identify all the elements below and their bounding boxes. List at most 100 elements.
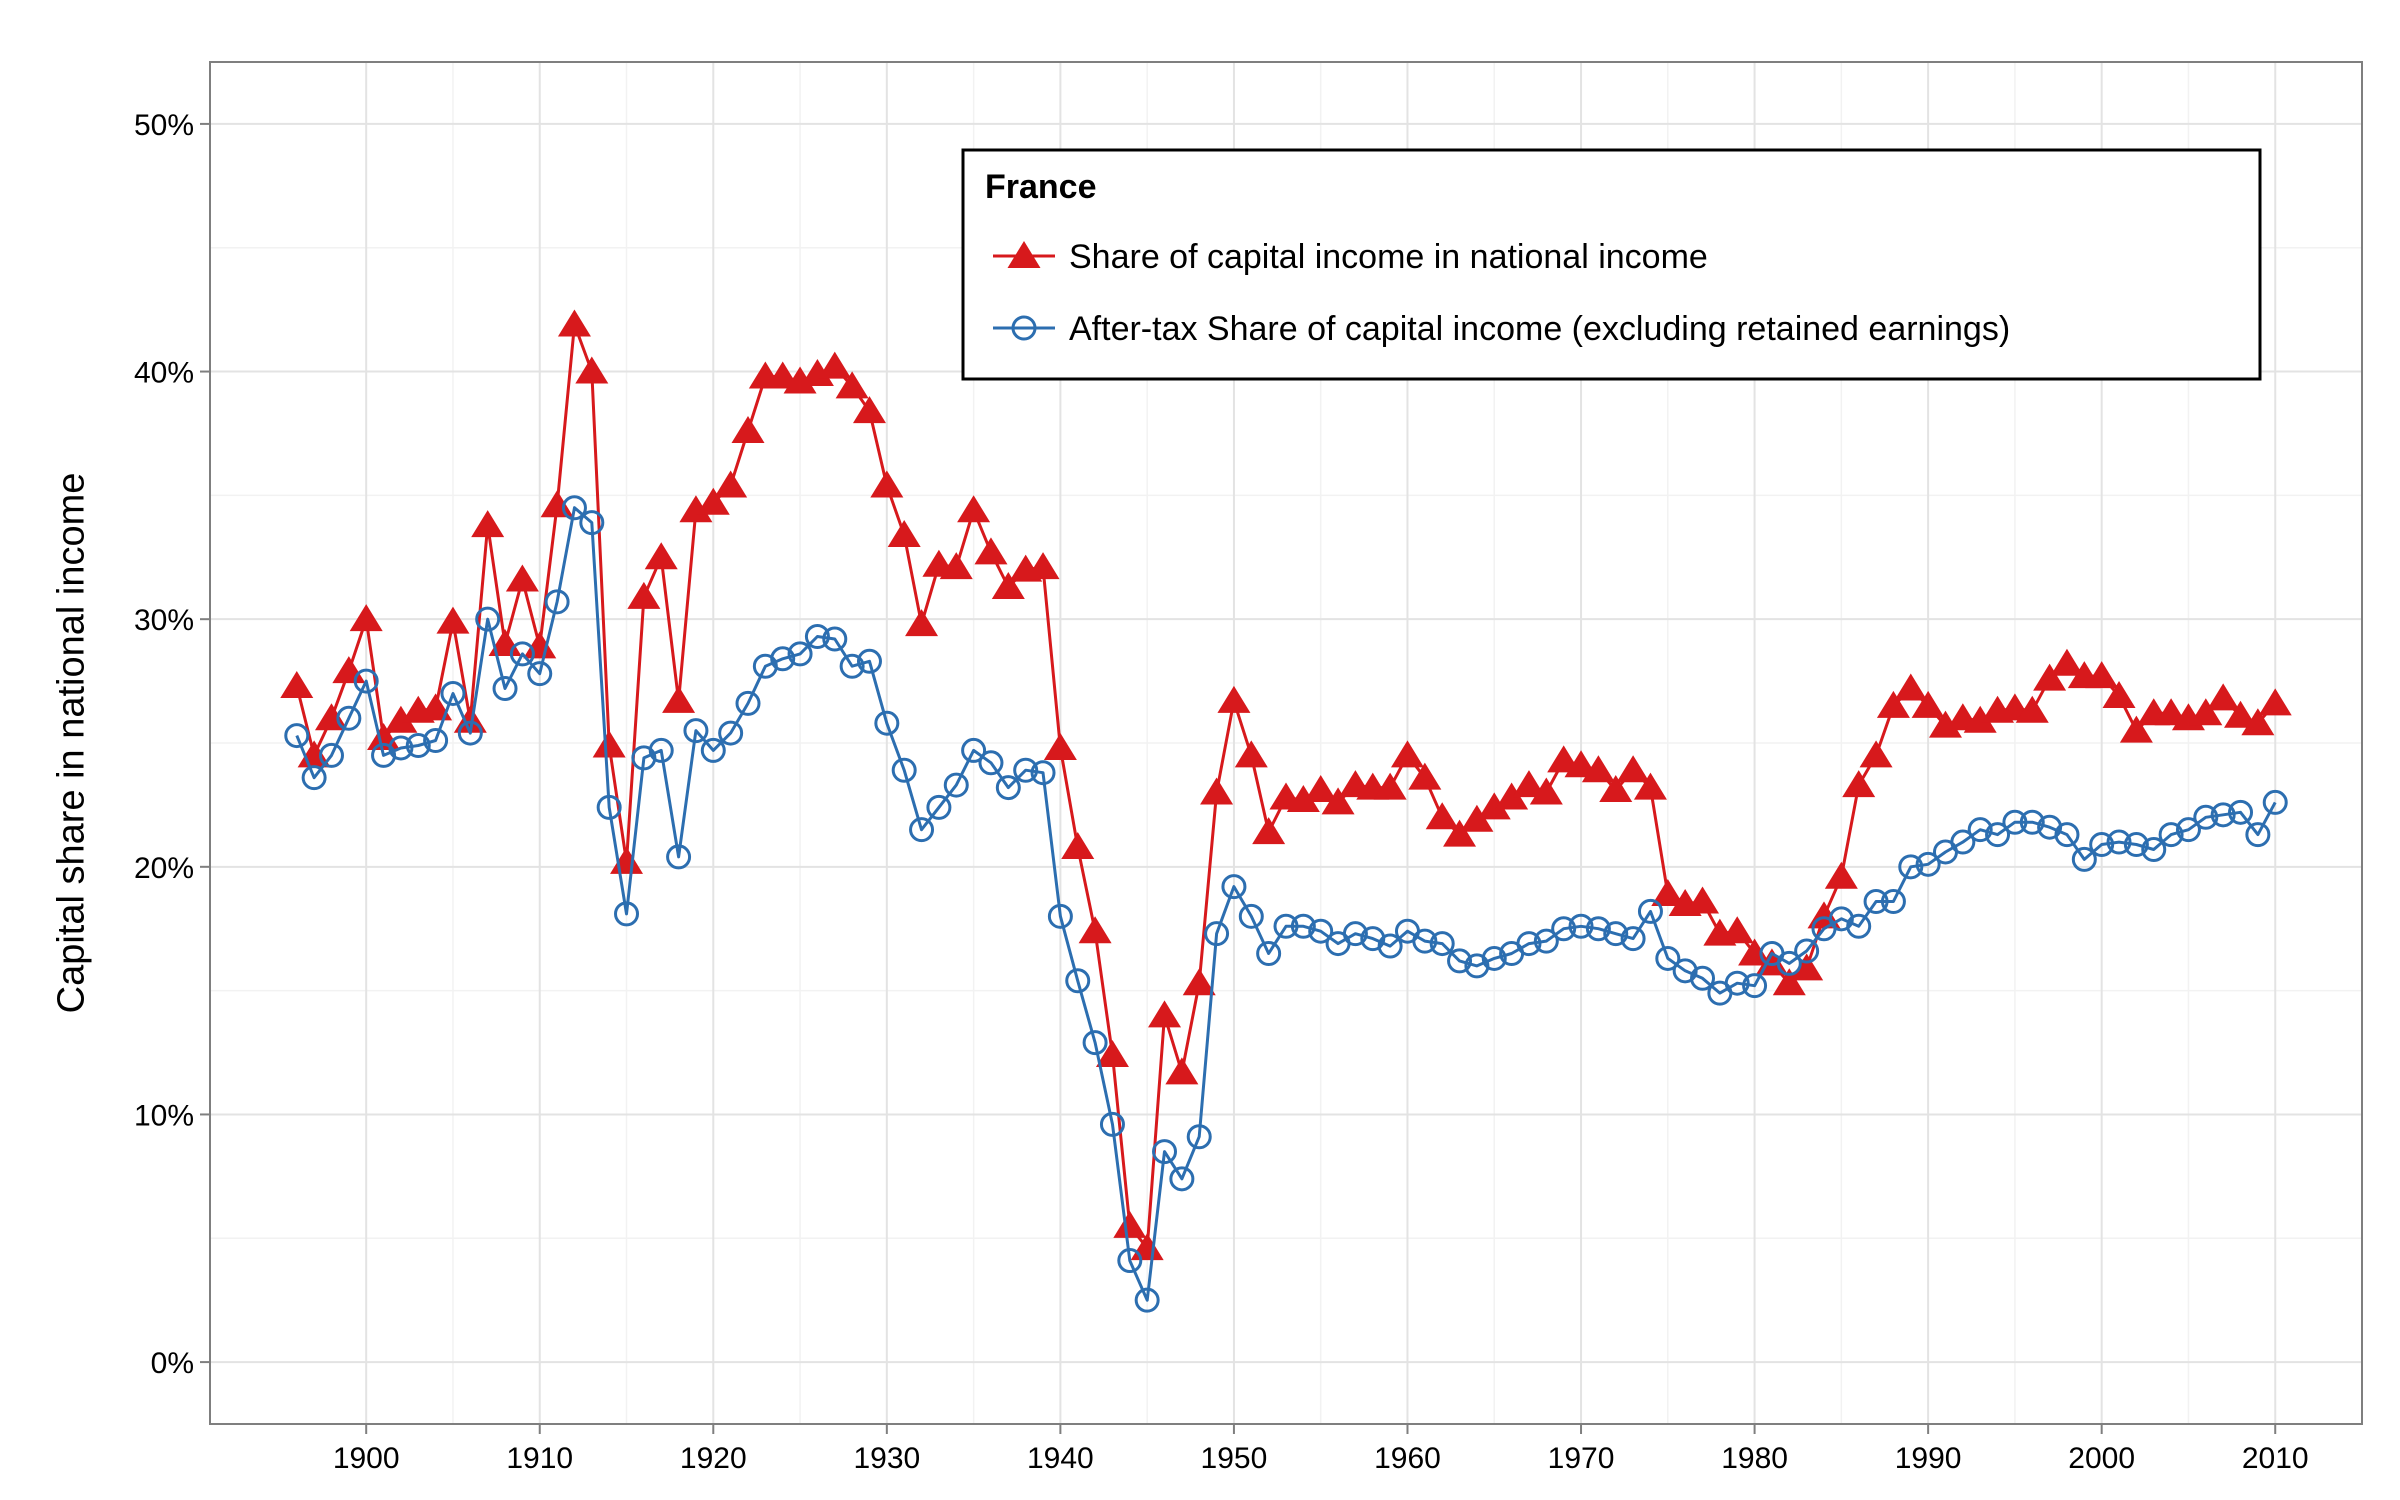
data-point-triangle <box>2119 715 2153 743</box>
data-point-triangle <box>1512 770 1546 798</box>
data-point-circle <box>1603 921 1629 947</box>
data-point-triangle <box>1633 772 1667 800</box>
y-axis: 0% 10% 20% 30% 40% 50% <box>134 109 210 1380</box>
x-tick-label: 1990 <box>1895 1442 1962 1475</box>
data-point-triangle <box>1581 755 1615 783</box>
data-point-triangle <box>1408 762 1442 790</box>
data-point-circle <box>2002 809 2028 835</box>
series-layer <box>280 309 2292 1313</box>
data-point-triangle <box>2224 700 2258 728</box>
data-point-triangle <box>2033 663 2067 691</box>
data-point-triangle <box>2206 683 2240 711</box>
data-point-triangle <box>1234 740 1268 768</box>
data-point-circle <box>388 735 414 761</box>
x-tick-label: 1920 <box>680 1442 747 1475</box>
data-point-triangle <box>818 351 852 379</box>
data-point-circle <box>1082 1030 1108 1056</box>
data-point-triangle <box>1859 740 1893 768</box>
y-tick-label: 50% <box>134 109 194 142</box>
data-point-circle <box>1238 903 1264 929</box>
data-point-triangle <box>1911 690 1945 718</box>
data-point-triangle <box>1529 777 1563 805</box>
data-point-circle <box>1568 913 1594 939</box>
data-point-circle <box>961 737 987 763</box>
data-point-circle <box>1794 938 1820 964</box>
series-2 <box>284 495 2288 1313</box>
data-point-triangle <box>540 490 574 518</box>
data-point-triangle <box>1495 782 1529 810</box>
data-point-circle <box>596 794 622 820</box>
data-point-circle <box>353 668 379 694</box>
data-point-triangle <box>783 366 817 394</box>
y-tick-label: 0% <box>151 1347 194 1380</box>
data-point-circle <box>1516 931 1542 957</box>
data-point-triangle <box>280 671 314 699</box>
data-point-circle <box>1290 913 1316 939</box>
data-point-circle <box>1950 829 1976 855</box>
data-point-triangle <box>1321 787 1355 815</box>
data-point-circle <box>2210 802 2236 828</box>
data-point-circle <box>1551 916 1577 942</box>
legend-box <box>961 148 2262 381</box>
data-point-triangle <box>870 470 904 498</box>
y-tick-label: 40% <box>134 357 194 390</box>
data-point-circle <box>1429 931 1455 957</box>
data-point-circle <box>666 844 692 870</box>
data-point-triangle <box>575 356 609 384</box>
data-point-triangle <box>1061 832 1095 860</box>
data-point-triangle <box>557 309 591 337</box>
data-point-triangle <box>887 519 921 547</box>
data-point-circle <box>1221 874 1247 900</box>
data-point-circle <box>1585 916 1611 942</box>
data-point-circle <box>891 757 917 783</box>
data-point-triangle <box>1078 916 1112 944</box>
data-point-circle <box>1915 851 1941 877</box>
data-point-circle <box>1152 1139 1178 1165</box>
data-point-triangle <box>1824 861 1858 889</box>
data-point-circle <box>1047 903 1073 929</box>
data-point-triangle <box>505 564 539 592</box>
data-point-triangle <box>1790 953 1824 981</box>
data-point-circle <box>527 661 553 687</box>
data-point-triangle <box>1304 775 1338 803</box>
data-point-circle <box>1533 928 1559 954</box>
data-point-triangle <box>974 537 1008 565</box>
data-point-triangle <box>957 495 991 523</box>
data-point-circle <box>2141 836 2167 862</box>
x-tick-label: 2010 <box>2242 1442 2309 1475</box>
data-point-circle <box>856 648 882 674</box>
data-point-circle <box>995 775 1021 801</box>
data-point-triangle <box>1720 916 1754 944</box>
data-point-triangle <box>2102 680 2136 708</box>
series-1 <box>280 309 2292 1261</box>
legend-label: After-tax Share of capital income (exclu… <box>1069 310 2010 348</box>
data-point-circle <box>2228 799 2254 825</box>
data-point-circle <box>2158 822 2184 848</box>
data-point-circle <box>614 901 640 927</box>
data-point-circle <box>1637 898 1663 924</box>
data-point-triangle <box>2241 708 2275 736</box>
data-point-triangle <box>1876 690 1910 718</box>
data-point-circle <box>1447 948 1473 974</box>
data-point-circle <box>1655 945 1681 971</box>
data-point-triangle <box>436 606 470 634</box>
data-point-circle <box>336 705 362 731</box>
data-point-circle <box>943 772 969 798</box>
data-point-circle <box>318 742 344 768</box>
data-point-circle <box>1030 760 1056 786</box>
x-tick-label: 1900 <box>333 1442 400 1475</box>
x-tick-label: 1970 <box>1548 1442 1615 1475</box>
data-point-circle <box>457 720 483 746</box>
data-point-circle <box>787 641 813 667</box>
data-point-circle <box>1065 968 1091 994</box>
data-point-triangle <box>731 415 765 443</box>
x-axis: 1900 1910 1920 1930 1940 1950 1960 1970 1980 1990… <box>333 1424 2309 1475</box>
data-point-triangle <box>2258 688 2292 716</box>
data-point-circle <box>1967 817 1993 843</box>
data-point-circle <box>544 589 570 615</box>
data-point-circle <box>2175 817 2201 843</box>
data-point-triangle <box>1113 1210 1147 1238</box>
data-point-triangle <box>2189 698 2223 726</box>
data-point-triangle <box>419 693 453 721</box>
